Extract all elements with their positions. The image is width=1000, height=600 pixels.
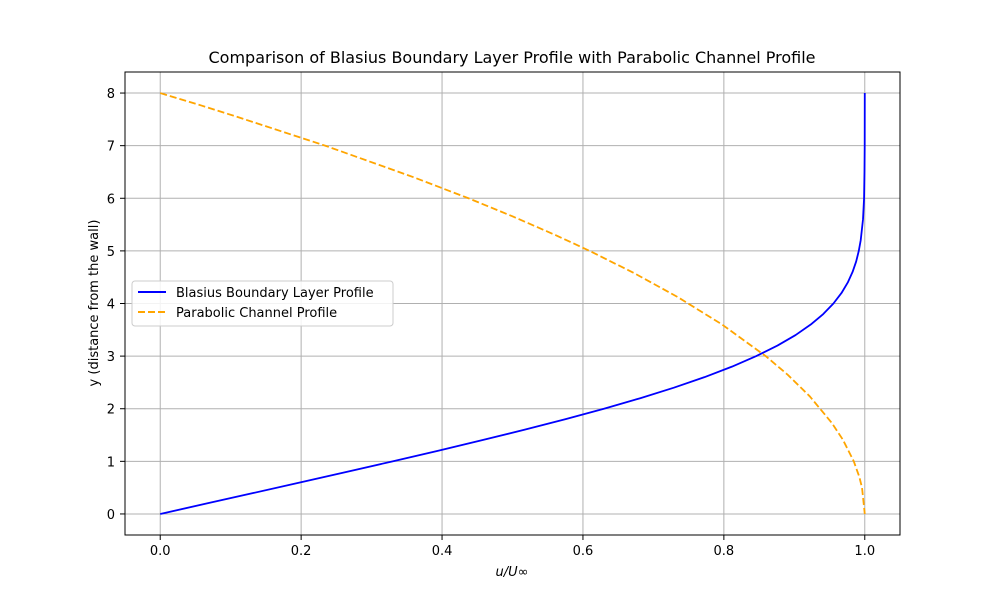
y-tick-label: 3 — [107, 350, 115, 365]
series-line-blasius — [160, 93, 866, 515]
series-layer — [159, 92, 866, 515]
y-axis-label: y (distance from the wall) — [87, 220, 102, 387]
y-axis-ticks: 0 1 2 3 4 5 6 7 8 — [107, 87, 125, 523]
legend-label-blasius: Blasius Boundary Layer Profile — [176, 286, 374, 301]
x-tick-label: 0.8 — [714, 544, 735, 559]
y-tick-label: 8 — [107, 87, 115, 102]
x-axis-label: u/U∞ — [496, 565, 529, 580]
x-tick-label: 0.4 — [432, 544, 453, 559]
grid — [125, 72, 900, 535]
series-line-parabolic — [159, 92, 866, 515]
y-tick-label: 6 — [107, 192, 115, 207]
y-tick-label: 0 — [107, 508, 115, 523]
legend-box — [131, 280, 394, 327]
chart-title: Comparison of Blasius Boundary Layer Pro… — [208, 48, 815, 67]
x-tick-label: 1.0 — [854, 544, 875, 559]
y-tick-label: 7 — [107, 140, 115, 155]
y-tick-label: 2 — [107, 403, 115, 418]
x-tick-label: 0.0 — [150, 544, 171, 559]
x-axis-ticks: 0.0 0.2 0.4 0.6 0.8 1.0 — [150, 535, 875, 559]
y-tick-label: 4 — [107, 298, 115, 313]
y-tick-label: 5 — [107, 245, 115, 260]
legend: Blasius Boundary Layer Profile Parabolic… — [131, 280, 394, 327]
x-tick-label: 0.2 — [291, 544, 312, 559]
legend-label-parabolic: Parabolic Channel Profile — [176, 306, 337, 321]
x-tick-label: 0.6 — [573, 544, 594, 559]
y-tick-label: 1 — [107, 455, 115, 470]
